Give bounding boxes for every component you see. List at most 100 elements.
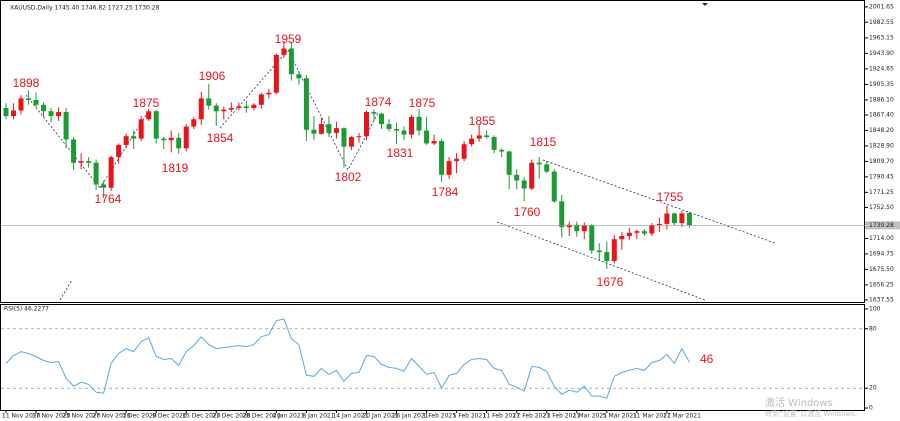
swing-label: 1784 (432, 185, 459, 199)
candle-body (288, 48, 294, 75)
swing-label: 1802 (335, 170, 362, 184)
y-tick-label: 1924.65 (869, 65, 894, 72)
candle-body (123, 136, 129, 146)
rsi-label: 46 (700, 352, 714, 366)
swing-label: 1959 (275, 32, 302, 46)
x-tick-label: 23 Feb 2021 (543, 413, 581, 420)
y-tick-label: 1963.15 (869, 34, 894, 41)
zigzag (219, 49, 289, 129)
x-tick-label: 17 Mar 2021 (663, 413, 701, 420)
candle-body (86, 161, 92, 163)
candle-body (71, 139, 77, 163)
candle-body (461, 144, 467, 159)
candle-body (641, 231, 647, 234)
candle-body (536, 162, 542, 165)
candle-body (153, 111, 159, 139)
x-tick-label: 28 Dec 2020 (242, 413, 281, 420)
candle-body (476, 135, 482, 139)
swing-label: 1906 (199, 69, 226, 83)
candle-body (108, 157, 114, 188)
candle-body (386, 124, 392, 129)
candle-body (138, 119, 144, 139)
candle-body (131, 136, 137, 139)
swing-label: 1898 (13, 76, 40, 90)
x-tick-label: 23 Nov 2020 (62, 413, 101, 420)
swing-label: 1855 (469, 114, 496, 128)
channel-lower (496, 221, 706, 301)
candle-body (446, 161, 452, 175)
y-tick-label: 1752.50 (869, 204, 894, 211)
candle-body (303, 78, 309, 130)
x-tick-label: 9 Dec 2020 (152, 413, 187, 420)
candle-body (161, 138, 167, 141)
candle-body (656, 223, 662, 226)
y-tick-label: 80 (869, 325, 877, 332)
y-tick-label: 1790.45 (869, 173, 894, 180)
x-tick-label: 20 Jan 2021 (362, 413, 398, 420)
candle-body (671, 213, 677, 224)
candle-body (416, 116, 422, 131)
x-tick-label: 14 Jan 2021 (332, 413, 368, 420)
x-tick-label: 8 Jan 2021 (302, 413, 334, 420)
candle-body (56, 112, 62, 117)
rsi-title: RSI(5) 46.2277 (4, 306, 49, 313)
watermark: 转到“设置”以激活 Windows。 (765, 409, 862, 418)
y-tick-label: 1943.90 (869, 50, 894, 57)
candle-body (311, 129, 317, 134)
watermark: 激活 Windows (765, 396, 833, 409)
candle-body (499, 149, 505, 152)
candle-body (18, 98, 24, 111)
candle-body (333, 128, 339, 133)
candle-body (326, 124, 332, 133)
candle-body (379, 113, 384, 125)
candle-body (581, 225, 587, 232)
candle-body (514, 174, 520, 181)
x-tick-label: 11 Feb 2021 (483, 413, 521, 420)
x-tick-label: 11 Nov 2020 (2, 413, 41, 420)
candle-body (596, 250, 602, 253)
candle-body (273, 54, 279, 93)
x-tick-label: 5 Feb 2021 (453, 413, 487, 420)
candle-body (191, 119, 197, 127)
candle-body (341, 128, 347, 147)
candle-body (26, 98, 32, 100)
candle-body (431, 141, 437, 144)
swing-label: 1755 (657, 190, 684, 204)
candle-body (221, 109, 227, 112)
candle-body (544, 164, 550, 172)
shift-marker (702, 3, 708, 6)
candle-body (491, 137, 497, 150)
swing-label: 1831 (387, 146, 414, 160)
candle-body (213, 105, 219, 112)
swing-label: 1764 (95, 192, 122, 206)
candle-body (348, 137, 354, 147)
x-tick-label: 21 Dec 2020 (212, 413, 251, 420)
candle-body (649, 225, 655, 234)
y-tick-label: 100 (869, 305, 881, 312)
y-tick-label: 1771.25 (869, 189, 894, 196)
x-tick-label: 3 Dec 2020 (122, 413, 157, 420)
y-tick-label: 1656.25 (869, 281, 894, 288)
swing-label: 1854 (207, 131, 234, 145)
candle-body (619, 236, 625, 240)
swing-label: 1676 (597, 275, 624, 289)
rsi-pane-frame (0, 304, 865, 411)
candle-body (574, 224, 580, 232)
x-tick-label: 1 Mar 2021 (573, 413, 607, 420)
candle-body (251, 104, 257, 109)
candle-body (469, 138, 475, 145)
candle-body (101, 184, 107, 188)
candle-body (78, 161, 84, 163)
x-tick-label: 15 Dec 2020 (182, 413, 221, 420)
candle-body (626, 232, 632, 237)
candle-body (424, 130, 430, 144)
candle-body (3, 108, 9, 117)
rsi-line (5, 318, 690, 399)
candle-body (484, 135, 490, 138)
y-tick-label: 1905.35 (869, 81, 894, 88)
swing-label: 1875 (133, 96, 160, 110)
candle-body (559, 201, 565, 228)
y-tick-label: 1886.10 (869, 96, 894, 103)
candle-body (686, 213, 692, 226)
